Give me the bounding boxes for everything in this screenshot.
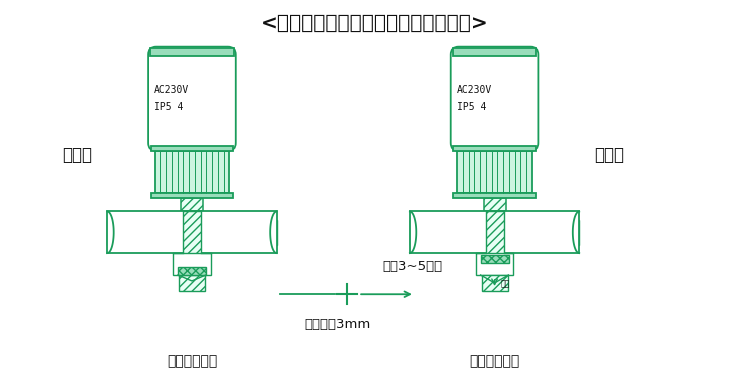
- Text: AC230V: AC230V: [154, 86, 189, 95]
- Bar: [485, 211, 503, 277]
- FancyBboxPatch shape: [148, 47, 236, 151]
- Bar: [484, 198, 506, 211]
- Bar: [181, 198, 203, 211]
- FancyBboxPatch shape: [451, 47, 538, 151]
- Bar: [173, 253, 211, 275]
- Bar: [150, 48, 234, 55]
- Text: 通电3~5分钟: 通电3~5分钟: [382, 260, 442, 273]
- Text: IP5 4: IP5 4: [457, 102, 486, 112]
- Bar: [476, 253, 514, 275]
- Text: 水流无法通过: 水流无法通过: [166, 354, 217, 368]
- Text: <常闭型电热执行器通电前后行程变化>: <常闭型电热执行器通电前后行程变化>: [261, 14, 489, 33]
- Bar: [453, 48, 536, 55]
- Text: IP5 4: IP5 4: [154, 102, 184, 112]
- Bar: [183, 211, 201, 277]
- Bar: [458, 151, 532, 193]
- Text: 通电后: 通电后: [594, 146, 624, 164]
- Bar: [453, 193, 536, 198]
- Bar: [410, 211, 579, 253]
- Text: AC230V: AC230V: [457, 86, 492, 95]
- Text: 行程超过3mm: 行程超过3mm: [304, 318, 370, 331]
- Text: 水流: 水流: [500, 279, 510, 288]
- Bar: [453, 146, 536, 151]
- Bar: [481, 255, 508, 263]
- Bar: [154, 151, 230, 193]
- Bar: [178, 267, 206, 275]
- Bar: [482, 275, 508, 291]
- Bar: [532, 220, 579, 245]
- Bar: [179, 275, 205, 291]
- Text: 通电前: 通电前: [62, 146, 92, 164]
- Bar: [229, 220, 277, 245]
- Bar: [410, 220, 458, 245]
- Bar: [151, 146, 233, 151]
- Bar: [107, 220, 155, 245]
- Text: 水流可以通过: 水流可以通过: [470, 354, 520, 368]
- Bar: [107, 211, 277, 253]
- Bar: [151, 193, 233, 198]
